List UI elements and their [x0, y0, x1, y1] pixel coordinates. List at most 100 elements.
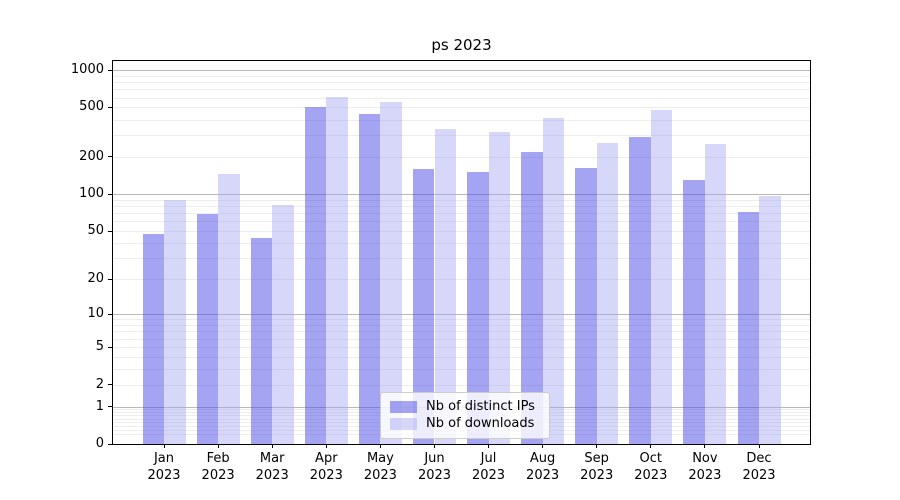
legend-label-downloads: Nb of downloads [426, 416, 535, 431]
y-tick-label: 5 [95, 339, 104, 354]
y-tick [108, 156, 113, 158]
bar-downloads-jun [434, 129, 456, 444]
x-tick [217, 444, 219, 448]
bar-distinct-ips-dec [737, 211, 759, 444]
y-tick [108, 406, 113, 407]
bar-downloads-apr [326, 96, 348, 444]
x-tick [271, 444, 273, 448]
x-tick-label: Dec 2023 [742, 451, 776, 483]
x-tick [325, 444, 327, 448]
bar-distinct-ips-apr [304, 107, 327, 444]
bar-distinct-ips-jul [467, 172, 489, 444]
y-tick-label: 2 [95, 376, 104, 392]
y-tick-label: 20 [87, 271, 104, 287]
gridline-minor [113, 319, 810, 321]
x-tick [379, 444, 381, 448]
gridline-minor [113, 75, 810, 77]
gridline-minor [113, 279, 810, 281]
x-tick [596, 444, 598, 448]
legend-label-distinct-ips: Nb of distinct IPs [426, 399, 535, 414]
bar-downloads-oct [650, 109, 673, 444]
bar-downloads-feb [218, 174, 240, 444]
bar-distinct-ips-jun [412, 168, 435, 444]
y-tick-label: 500 [79, 99, 104, 115]
y-tick [108, 384, 113, 385]
chart-title: ps 2023 [431, 36, 492, 54]
gridline-minor [113, 338, 810, 340]
gridline-minor [113, 368, 810, 370]
bar-distinct-ips-nov [683, 180, 705, 444]
y-tick-label: 200 [79, 148, 104, 164]
y-tick [108, 69, 113, 71]
gridline-minor [113, 213, 810, 215]
bar-downloads-nov [704, 143, 727, 444]
gridline-minor [113, 221, 810, 223]
x-tick-label: Jun 2023 [417, 451, 452, 483]
y-tick-label: 100 [79, 186, 104, 202]
y-tick [108, 313, 113, 315]
gridline-minor [113, 384, 810, 386]
gridline-minor [113, 89, 810, 91]
x-tick [488, 444, 489, 448]
gridline-minor [113, 347, 810, 348]
gridline-minor [113, 82, 810, 83]
bar-downloads-dec [759, 195, 781, 444]
x-tick [758, 444, 760, 448]
legend-item-downloads: Nb of downloads [381, 415, 549, 432]
x-tick [434, 444, 435, 448]
gridline-minor [113, 206, 810, 208]
x-tick [163, 444, 165, 448]
bar-distinct-ips-oct [629, 136, 651, 444]
y-tick [108, 278, 113, 280]
legend-item-distinct-ips: Nb of distinct IPs [381, 398, 549, 415]
gridline-minor [113, 231, 810, 233]
y-tick-label: 10 [87, 306, 104, 322]
x-tick-label: Apr 2023 [309, 451, 343, 483]
y-tick-label: 0 [95, 436, 104, 451]
legend: Nb of distinct IPs Nb of downloads [380, 392, 550, 439]
y-tick [108, 106, 113, 108]
y-tick [108, 443, 113, 445]
bar-distinct-ips-aug [521, 151, 543, 444]
y-tick-label: 1000 [70, 62, 104, 77]
x-tick [650, 444, 652, 448]
x-tick-label: May 2023 [363, 451, 397, 483]
x-tick [704, 444, 706, 448]
x-tick-label: Oct 2023 [634, 451, 668, 483]
y-tick-label: 50 [87, 223, 104, 239]
x-tick-label: Feb 2023 [201, 451, 235, 483]
gridline-major [113, 70, 810, 71]
bar-downloads-sep [596, 143, 619, 444]
y-tick-label: 1 [95, 398, 104, 414]
x-tick-label: Jan 2023 [147, 451, 181, 483]
bar-downloads-jan [164, 199, 186, 444]
bar-downloads-may [380, 101, 402, 444]
bar-downloads-aug [542, 118, 565, 444]
bar-distinct-ips-feb [196, 214, 219, 444]
gridline-minor [113, 199, 810, 201]
x-tick-label: Sep 2023 [580, 451, 614, 483]
y-tick [108, 346, 113, 348]
legend-swatch-distinct-ips [390, 400, 417, 413]
gridline-minor [113, 135, 810, 136]
x-tick-label: Aug 2023 [526, 451, 560, 483]
bar-downloads-mar [272, 204, 294, 444]
bar-distinct-ips-may [358, 114, 381, 444]
gridline-minor [113, 119, 810, 121]
plot-area [112, 60, 811, 445]
gridline-minor [113, 356, 810, 358]
bar-distinct-ips-mar [250, 237, 273, 444]
gridline-minor [113, 325, 810, 326]
gridline-minor [113, 156, 810, 158]
y-tick [108, 193, 113, 195]
y-tick [108, 230, 113, 232]
gridline-minor [113, 107, 810, 109]
gridline-minor [113, 258, 810, 260]
gridline-minor [113, 242, 810, 244]
x-tick-label: Mar 2023 [255, 451, 289, 483]
bar-distinct-ips-sep [575, 167, 597, 444]
x-tick [542, 444, 544, 448]
x-tick-label: Nov 2023 [688, 451, 722, 483]
gridline-minor [113, 97, 810, 99]
